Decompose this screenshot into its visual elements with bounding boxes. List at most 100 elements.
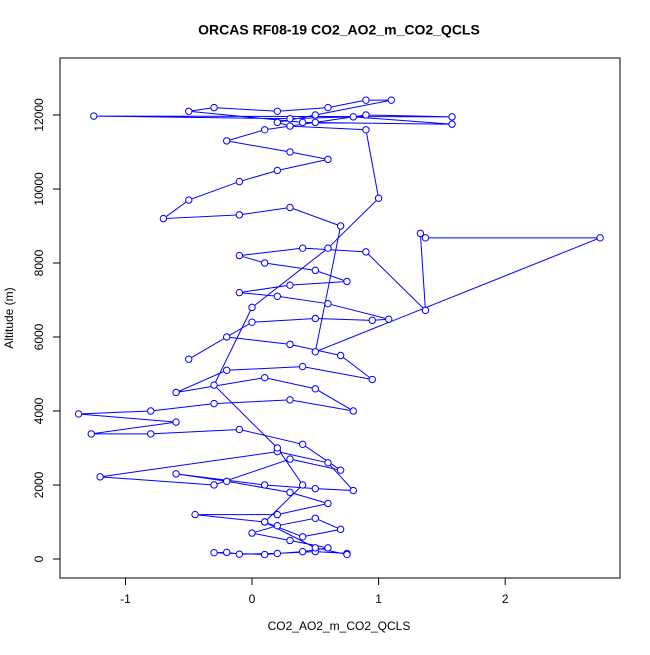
data-point [223, 477, 231, 485]
data-point [235, 550, 244, 558]
data-point [248, 529, 256, 537]
data-point [324, 459, 332, 467]
y-tick-label: 0 [32, 555, 46, 562]
series-line [78, 99, 601, 556]
data-point [260, 518, 269, 526]
data-point [596, 234, 604, 242]
data-point [74, 410, 83, 418]
y-tick-label: 2000 [32, 471, 46, 498]
data-point [362, 96, 370, 104]
data-point [223, 333, 231, 341]
data-point [147, 430, 155, 438]
data-point [298, 547, 307, 556]
data-point [248, 303, 256, 312]
data-point [260, 259, 269, 267]
data-point [448, 120, 456, 128]
data-point [421, 234, 430, 242]
data-point [235, 177, 244, 186]
data-point [324, 499, 332, 508]
x-tick-label: 0 [249, 592, 256, 606]
data-point [336, 222, 345, 230]
data-point [324, 103, 332, 112]
data-point [349, 486, 357, 495]
data-point [385, 315, 393, 323]
data-point [273, 118, 282, 127]
data-point [273, 107, 282, 115]
data-point [387, 96, 395, 104]
data-point [362, 126, 370, 134]
data-point [96, 473, 104, 481]
data-point [172, 470, 180, 478]
data-point [273, 166, 282, 175]
data-point [260, 481, 269, 489]
data-point [172, 418, 180, 426]
data-point [191, 510, 199, 519]
data-point [324, 155, 332, 164]
x-tick-label: 1 [375, 592, 382, 606]
data-point [286, 536, 294, 545]
data-point [286, 396, 294, 404]
data-point [286, 488, 294, 497]
data-point [223, 137, 231, 145]
data-point [336, 525, 345, 534]
data-point [286, 148, 294, 156]
y-tick-label: 12000 [32, 98, 46, 132]
data-point [286, 122, 294, 130]
data-point [343, 277, 351, 286]
data-point [416, 229, 425, 238]
data-point [311, 484, 320, 493]
data-point [311, 514, 320, 522]
data-point [235, 251, 244, 260]
data-point [210, 548, 218, 557]
y-tick-label: 4000 [32, 397, 46, 424]
data-point [273, 444, 282, 452]
x-axis-label: CO2_AO2_m_CO2_QCLS [268, 619, 411, 633]
data-point [311, 314, 320, 323]
data-point [210, 103, 218, 112]
data-point [248, 318, 256, 326]
data-point [336, 351, 345, 360]
data-point [311, 266, 320, 275]
y-tick-label: 6000 [32, 323, 46, 350]
data-point [172, 388, 180, 397]
data-point [273, 521, 282, 530]
data-point [368, 375, 376, 384]
data-point [87, 430, 95, 438]
data-point [260, 373, 269, 382]
data-point [311, 544, 320, 552]
data-point [311, 118, 320, 127]
data-point [210, 481, 218, 489]
data-point [362, 248, 370, 256]
data-point [286, 114, 294, 123]
data-point [235, 288, 244, 297]
data-point [311, 348, 320, 356]
data-point [286, 281, 294, 289]
data-point [235, 211, 244, 219]
data-point [210, 381, 218, 389]
data-point [273, 510, 282, 519]
data-point [185, 107, 193, 115]
data-point [260, 126, 269, 134]
data-point [298, 440, 307, 448]
data-point [223, 366, 231, 374]
data-point [273, 292, 282, 300]
data-point [349, 407, 357, 415]
data-point [311, 111, 320, 119]
data-point [260, 550, 269, 559]
data-point [324, 299, 332, 308]
data-point [343, 550, 351, 559]
data-point [298, 481, 307, 489]
data-point [298, 244, 307, 252]
data-point [448, 113, 456, 121]
data-point [374, 194, 383, 202]
data-point [223, 548, 231, 557]
data-point [286, 203, 294, 212]
data-point [349, 113, 357, 121]
data-point [324, 244, 332, 252]
data-point [298, 118, 307, 127]
data-point [235, 425, 244, 434]
data-point [185, 196, 193, 204]
data-point [298, 362, 307, 371]
x-tick-label: 2 [502, 592, 509, 606]
